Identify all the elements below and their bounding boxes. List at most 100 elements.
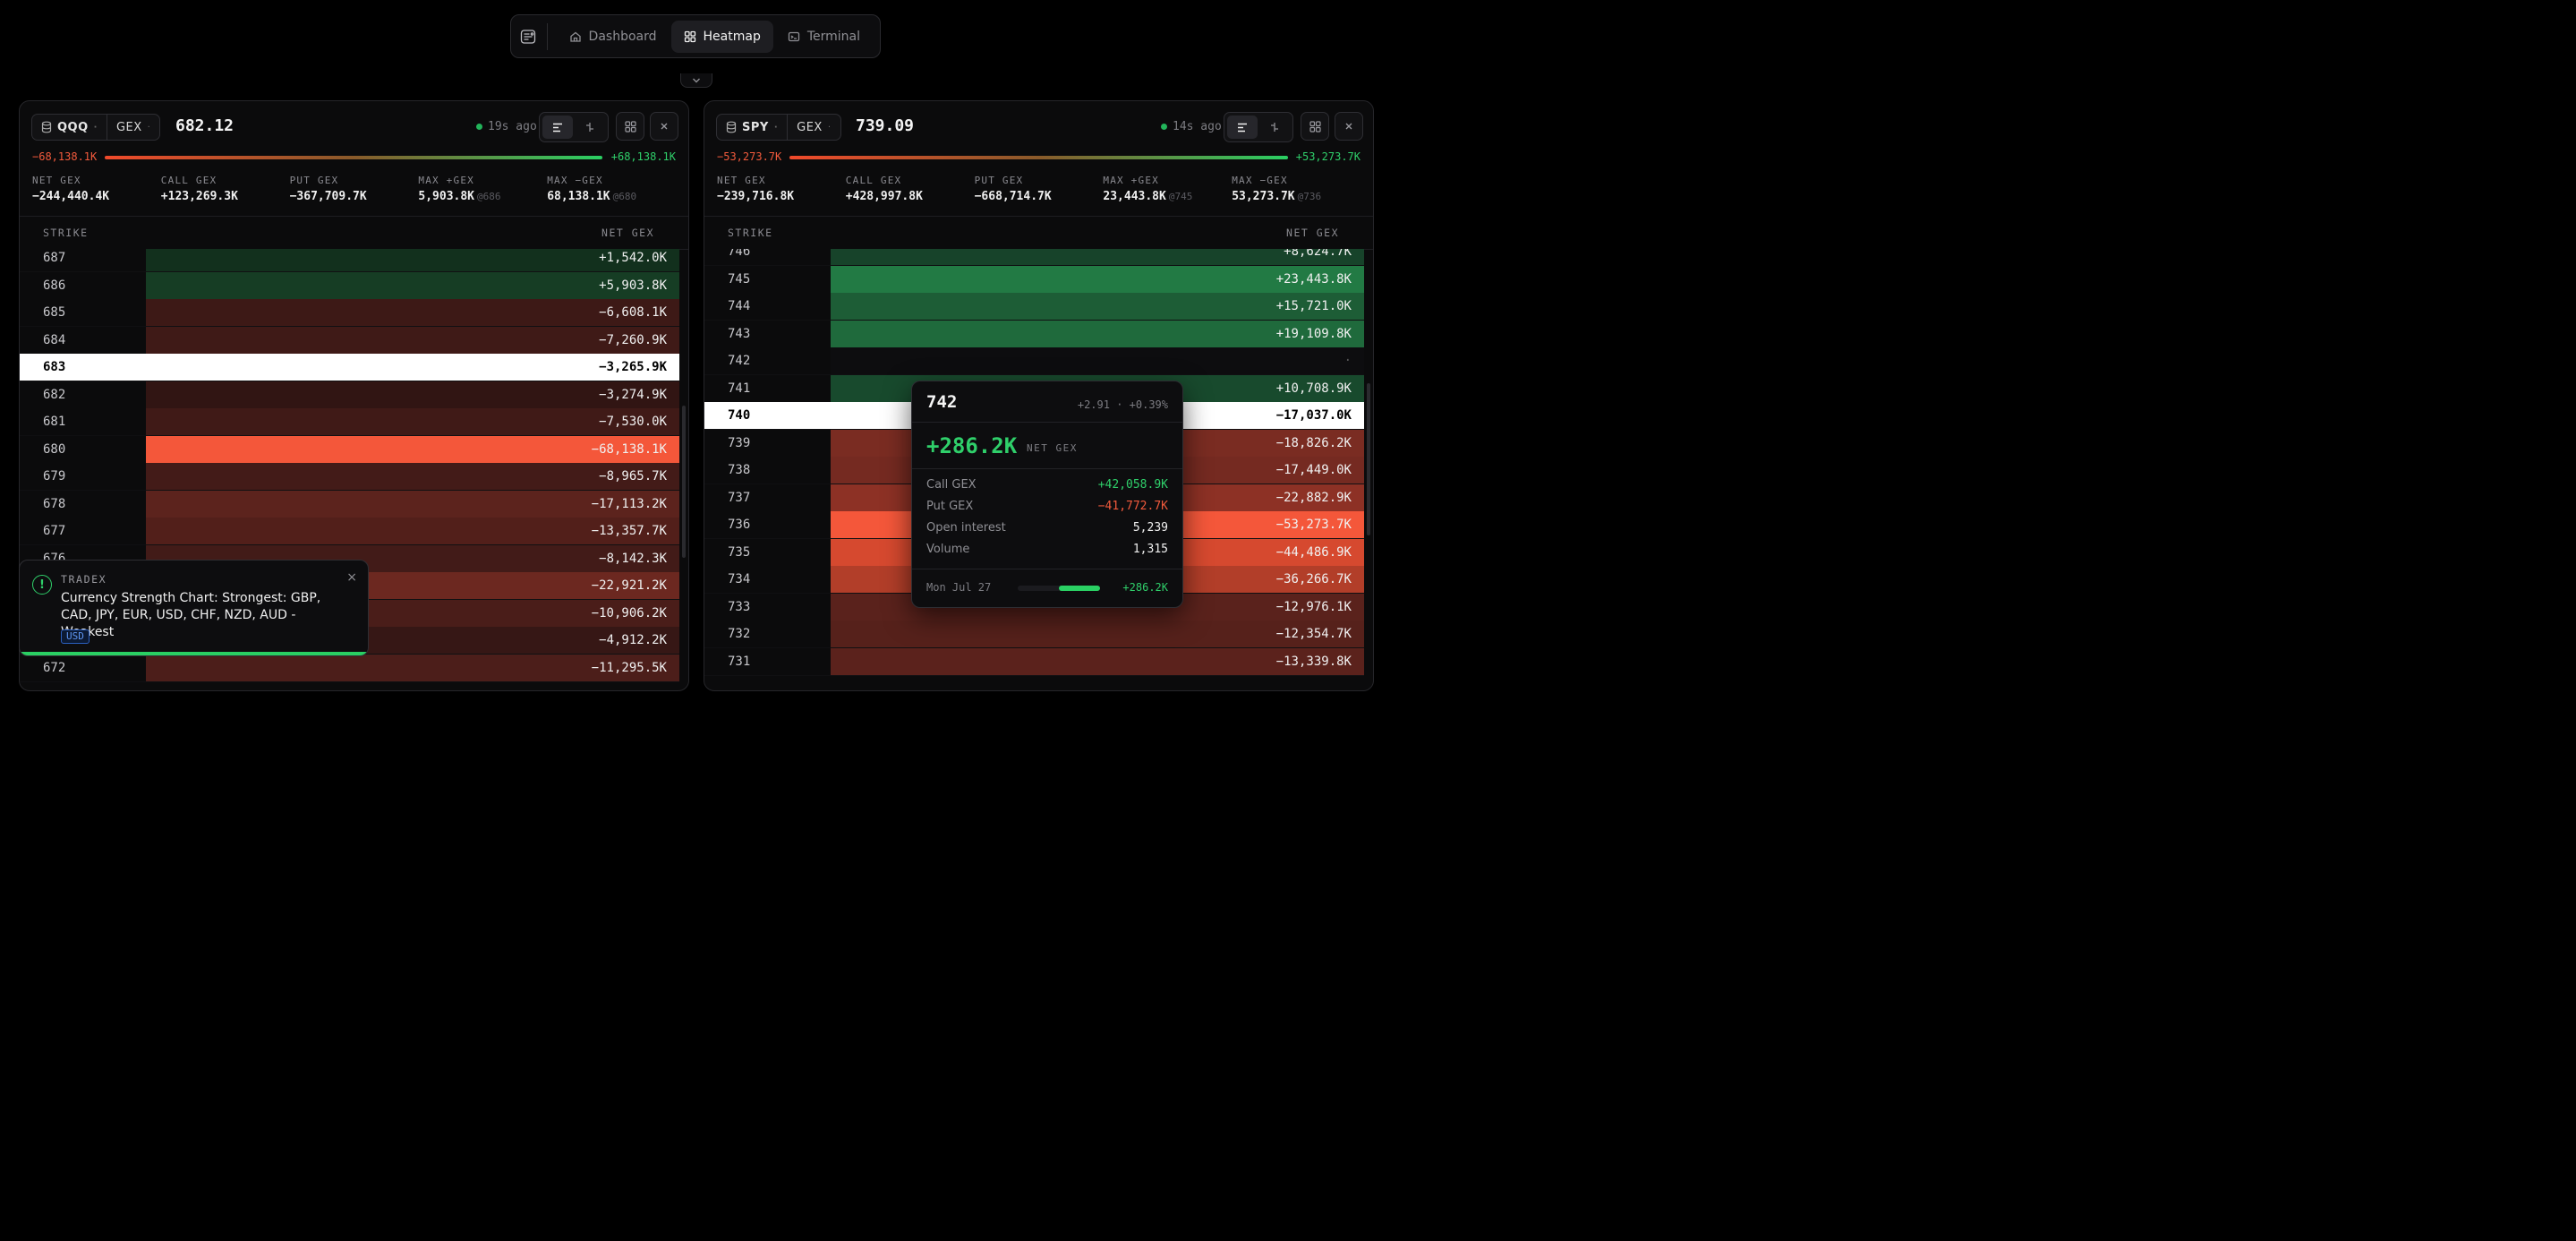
- stat-label: CALL GEX: [845, 175, 902, 186]
- table-row[interactable]: 731 −13,339.8K: [704, 647, 1364, 676]
- stat-strike: @680: [612, 191, 637, 202]
- close-icon: [1345, 123, 1352, 130]
- net-gex-cell: −11,295.5K: [146, 654, 679, 681]
- bars-view-button[interactable]: [542, 116, 573, 139]
- stat-strike: @736: [1297, 191, 1322, 202]
- stat-net-gex: NET GEX −239,716.8K: [717, 175, 846, 210]
- symbol-selector[interactable]: SPY ·: [717, 115, 787, 140]
- chevron-down-icon: [693, 78, 700, 82]
- symbol-selector[interactable]: QQQ ·: [32, 115, 107, 140]
- updated-ago: 14s ago: [1173, 120, 1222, 133]
- stat-max-neg-gex: MAX −GEX 68,138.1K @680: [547, 175, 676, 210]
- grid-icon: [684, 30, 695, 42]
- net-gex-cell: −3,265.9K: [146, 354, 679, 381]
- layout-button[interactable]: [616, 112, 644, 141]
- bars-view-button[interactable]: [1227, 116, 1258, 139]
- symbol-metric-selector: QQQ · GEX ·: [31, 114, 161, 141]
- live-indicator-icon: [1161, 124, 1167, 130]
- layout-button[interactable]: [1301, 112, 1329, 141]
- column-header-strike[interactable]: STRIKE: [728, 227, 773, 239]
- scrollbar[interactable]: [1367, 383, 1370, 535]
- tab-heatmap[interactable]: Heatmap: [670, 20, 773, 53]
- stat-label: MAX +GEX: [1103, 175, 1159, 186]
- close-panel-button[interactable]: [650, 112, 678, 141]
- table-row[interactable]: 686 +5,903.8K: [20, 271, 679, 300]
- toast-close-button[interactable]: ×: [346, 570, 357, 585]
- column-header-net-gex[interactable]: NET GEX: [1286, 227, 1339, 239]
- stat-label: PUT GEX: [974, 175, 1024, 186]
- net-gex-cell: −7,530.0K: [146, 408, 679, 435]
- net-gex-cell: −12,354.7K: [831, 620, 1364, 647]
- stat-label: PUT GEX: [289, 175, 339, 186]
- strike-cell: 740: [704, 402, 831, 429]
- strike-cell: 746: [704, 249, 831, 265]
- metric-selector[interactable]: GEX ·: [106, 115, 159, 140]
- stat-put-gex: PUT GEX −668,714.7K: [975, 175, 1104, 210]
- table-row[interactable]: 742 ·: [704, 347, 1364, 375]
- stat-value: −367,709.7K: [289, 190, 367, 203]
- table-row[interactable]: 687 +1,542.0K: [20, 249, 679, 272]
- notification-toast[interactable]: ! TRADEX × Currency Strength Chart: Stro…: [19, 560, 369, 656]
- strike-cell: 735: [704, 538, 831, 566]
- net-gex-cell: +19,109.8K: [831, 320, 1364, 347]
- strike-cell: 672: [20, 654, 146, 681]
- spot-price: 682.12: [175, 116, 235, 135]
- toast-source: TRADEX: [61, 573, 107, 586]
- tooltip-row-call-gex: Call GEX +42,058.9K: [926, 478, 1168, 496]
- collapse-toggle[interactable]: [680, 73, 712, 88]
- toast-timer-bar: [20, 652, 368, 655]
- dropdown-dot-icon: ·: [773, 122, 779, 133]
- range-max: +68,138.1K: [610, 150, 676, 163]
- split-view-button[interactable]: [1259, 116, 1290, 139]
- table-row[interactable]: 681 −7,530.0K: [20, 408, 679, 436]
- range-gradient-bar: [789, 156, 1288, 159]
- spot-price: 739.09: [856, 116, 915, 135]
- tooltip-date: Mon Jul 27: [926, 581, 992, 594]
- stat-value: 5,903.8K: [418, 190, 475, 203]
- tooltip-row-label: Put GEX: [926, 500, 974, 513]
- terminal-icon: [788, 31, 799, 41]
- net-gex-cell: −17,113.2K: [146, 490, 679, 518]
- logo-icon[interactable]: [518, 22, 539, 51]
- table-row[interactable]: 680 −68,138.1K: [20, 435, 679, 464]
- table-row[interactable]: 743 +19,109.8K: [704, 320, 1364, 348]
- range-gradient-bar: [105, 156, 602, 159]
- strike-cell: 743: [704, 320, 831, 347]
- table-header: STRIKE NET GEX: [20, 216, 688, 250]
- stat-label: NET GEX: [717, 175, 766, 186]
- tab-dashboard[interactable]: Dashboard: [557, 21, 670, 53]
- net-gex-cell: +1,542.0K: [146, 249, 679, 271]
- table-row[interactable]: 679 −8,965.7K: [20, 463, 679, 491]
- home-icon: [569, 31, 581, 42]
- divider: [912, 422, 1182, 423]
- stat-max-pos-gex: MAX +GEX 5,903.8K @686: [418, 175, 547, 210]
- table-row[interactable]: 684 −7,260.9K: [20, 326, 679, 355]
- currency-tag: USD: [61, 629, 90, 644]
- divider: [912, 468, 1182, 469]
- metric-selector[interactable]: GEX ·: [787, 115, 840, 140]
- tooltip-row-volume: Volume 1,315: [926, 543, 1168, 561]
- tab-terminal[interactable]: Terminal: [775, 21, 873, 53]
- scrollbar[interactable]: [682, 406, 686, 558]
- panel-header: SPY · GEX · 739.09 14s ago: [704, 101, 1373, 153]
- table-row[interactable]: 678 −17,113.2K: [20, 490, 679, 518]
- table-row-current-strike[interactable]: 683 −3,265.9K: [20, 354, 679, 381]
- table-row[interactable]: 732 −12,354.7K: [704, 620, 1364, 648]
- table-row[interactable]: 677 −13,357.7K: [20, 518, 679, 545]
- tooltip-row-value: +42,058.9K: [1097, 478, 1168, 492]
- table-row[interactable]: 672 −11,295.5K: [20, 654, 679, 682]
- stat-value: −244,440.4K: [32, 190, 110, 203]
- column-header-strike[interactable]: STRIKE: [43, 227, 89, 239]
- table-row[interactable]: 745 +23,443.8K: [704, 265, 1364, 294]
- strike-cell: 684: [20, 326, 146, 354]
- table-row[interactable]: 682 −3,274.9K: [20, 381, 679, 409]
- stat-value: +123,269.3K: [160, 190, 238, 203]
- net-gex-cell: −7,260.9K: [146, 326, 679, 354]
- table-row[interactable]: 746 +8,624.7K: [704, 249, 1364, 266]
- close-panel-button[interactable]: [1335, 112, 1363, 141]
- column-header-net-gex[interactable]: NET GEX: [601, 227, 654, 239]
- table-row[interactable]: 744 +15,721.0K: [704, 293, 1364, 321]
- split-view-button[interactable]: [575, 116, 605, 139]
- stat-label: NET GEX: [32, 175, 81, 186]
- table-row[interactable]: 685 −6,608.1K: [20, 299, 679, 327]
